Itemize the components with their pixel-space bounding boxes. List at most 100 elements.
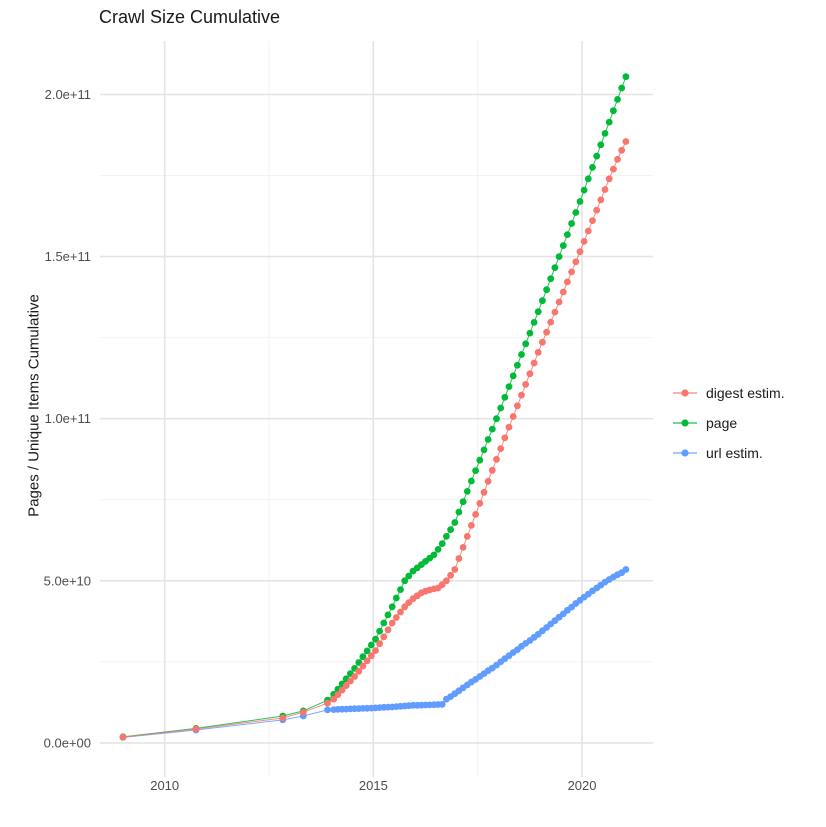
data-point bbox=[434, 546, 442, 553]
data-point bbox=[614, 155, 621, 163]
data-point bbox=[443, 533, 450, 540]
data-point bbox=[593, 206, 601, 214]
data-point bbox=[192, 725, 200, 733]
data-point bbox=[543, 286, 550, 294]
data-point bbox=[484, 436, 492, 443]
y-tick-label: 2.0e+11 bbox=[45, 87, 91, 102]
data-point bbox=[119, 733, 127, 741]
x-tick-label: 2020 bbox=[568, 778, 597, 793]
x-tick-label: 2010 bbox=[150, 778, 179, 793]
data-point bbox=[334, 691, 342, 698]
data-point bbox=[605, 175, 613, 183]
data-point bbox=[367, 641, 375, 649]
data-point bbox=[564, 231, 571, 239]
data-point bbox=[555, 298, 563, 306]
data-point bbox=[551, 264, 559, 271]
data-point bbox=[534, 348, 542, 356]
data-point bbox=[376, 627, 383, 635]
data-point bbox=[405, 572, 413, 580]
series-line-page bbox=[122, 76, 627, 738]
data-point bbox=[539, 297, 546, 305]
data-point bbox=[363, 657, 371, 665]
y-tick-label: 1.5e+11 bbox=[45, 249, 91, 264]
data-point bbox=[397, 608, 404, 616]
data-point bbox=[514, 361, 521, 369]
data-point bbox=[367, 652, 375, 660]
data-point bbox=[622, 138, 630, 145]
data-point bbox=[601, 186, 609, 193]
data-point bbox=[559, 242, 567, 250]
data-point bbox=[401, 577, 409, 585]
data-point bbox=[539, 338, 546, 346]
data-point bbox=[459, 498, 467, 506]
data-point bbox=[476, 500, 484, 507]
data-point bbox=[380, 619, 388, 627]
data-point bbox=[447, 571, 454, 579]
data-point bbox=[509, 372, 517, 380]
data-point bbox=[568, 220, 575, 227]
data-point bbox=[522, 340, 530, 348]
data-point bbox=[618, 146, 626, 154]
data-point bbox=[497, 445, 505, 452]
data-point bbox=[392, 614, 400, 621]
data-point bbox=[593, 152, 601, 160]
chart-title: Crawl Size Cumulative bbox=[99, 7, 281, 27]
data-point bbox=[347, 677, 354, 685]
data-point bbox=[584, 175, 592, 183]
data-point bbox=[384, 626, 392, 634]
data-point bbox=[547, 275, 555, 283]
data-point bbox=[518, 351, 525, 358]
data-point bbox=[455, 555, 463, 562]
data-point bbox=[514, 402, 521, 410]
data-point bbox=[355, 667, 363, 675]
data-point bbox=[388, 619, 396, 627]
data-point bbox=[392, 594, 400, 602]
data-point bbox=[324, 699, 331, 707]
data-point bbox=[547, 318, 555, 326]
data-point bbox=[351, 673, 358, 680]
data-point bbox=[501, 434, 509, 442]
data-point bbox=[584, 227, 592, 235]
data-point bbox=[484, 477, 492, 485]
data-point bbox=[363, 647, 371, 655]
data-point bbox=[468, 522, 475, 529]
data-point bbox=[610, 107, 617, 115]
data-point bbox=[597, 196, 605, 204]
data-point bbox=[430, 551, 438, 559]
data-point bbox=[534, 308, 542, 316]
data-point bbox=[576, 198, 584, 205]
y-tick-label: 1.0e+11 bbox=[45, 411, 91, 426]
legend: digest estim. page url estim. bbox=[672, 378, 785, 468]
data-point bbox=[455, 508, 463, 516]
legend-label: url estim. bbox=[706, 445, 763, 461]
data-point bbox=[447, 526, 454, 533]
data-point bbox=[443, 577, 450, 585]
data-point bbox=[372, 635, 379, 643]
data-point bbox=[463, 488, 471, 495]
url-estim-key-icon bbox=[673, 449, 697, 457]
data-point bbox=[472, 467, 479, 474]
data-point bbox=[576, 248, 584, 256]
data-point bbox=[589, 217, 596, 225]
data-point bbox=[568, 268, 575, 276]
data-point bbox=[559, 288, 567, 296]
data-point bbox=[622, 566, 630, 573]
data-point bbox=[380, 633, 388, 641]
data-point bbox=[401, 603, 409, 611]
data-point bbox=[497, 404, 505, 412]
data-point bbox=[359, 662, 367, 670]
data-point bbox=[480, 488, 488, 496]
data-point bbox=[580, 238, 588, 245]
data-point bbox=[526, 329, 534, 337]
digest-estim-key-icon bbox=[673, 389, 697, 397]
data-point bbox=[397, 586, 404, 593]
data-point bbox=[589, 164, 596, 171]
data-point bbox=[438, 701, 446, 708]
legend-item-url-estim: url estim. bbox=[672, 438, 785, 468]
data-point bbox=[518, 391, 525, 399]
page-key-icon bbox=[673, 419, 697, 427]
legend-label: digest estim. bbox=[706, 385, 785, 401]
data-point bbox=[610, 165, 617, 173]
data-point bbox=[530, 319, 538, 326]
